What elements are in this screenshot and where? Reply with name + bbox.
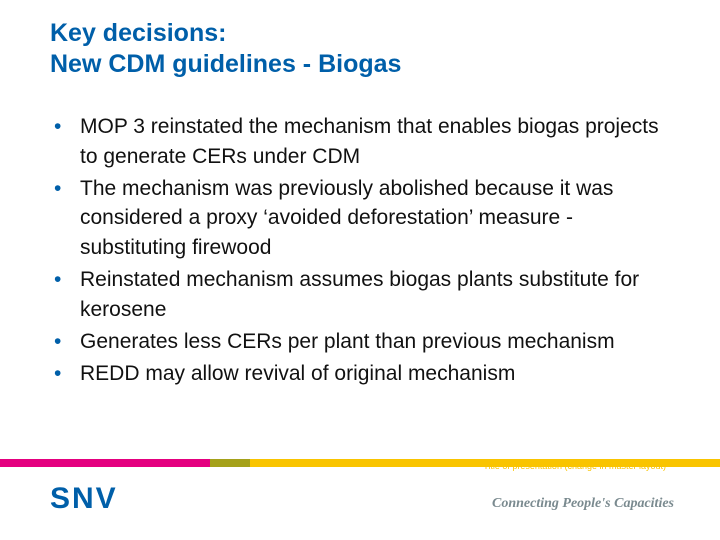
title-heading: Key decisions: New CDM guidelines - Biog… [50,18,680,81]
accent-bar-segment-2 [210,459,250,467]
footer-presentation-title: Title of presentation (change in master … [483,461,666,471]
title-line-2: New CDM guidelines - Biogas [50,50,401,78]
bullet-item: Reinstated mechanism assumes biogas plan… [50,265,680,325]
bullet-item: REDD may allow revival of original mecha… [50,359,680,389]
bullet-item: MOP 3 reinstated the mechanism that enab… [50,112,680,172]
tagline-text: Connecting People's Capacities [492,496,674,512]
bullet-list: MOP 3 reinstated the mechanism that enab… [50,112,680,388]
slide-title: Key decisions: New CDM guidelines - Biog… [50,18,680,81]
bullet-item: Generates less CERs per plant than previ… [50,327,680,357]
title-line-1: Key decisions: [50,19,226,47]
logo-text: SNV [50,482,118,516]
slide-body: MOP 3 reinstated the mechanism that enab… [50,112,680,390]
bullet-item: The mechanism was previously abolished b… [50,174,680,263]
accent-bar-segment-1 [0,459,210,467]
slide: Key decisions: New CDM guidelines - Biog… [0,0,720,540]
